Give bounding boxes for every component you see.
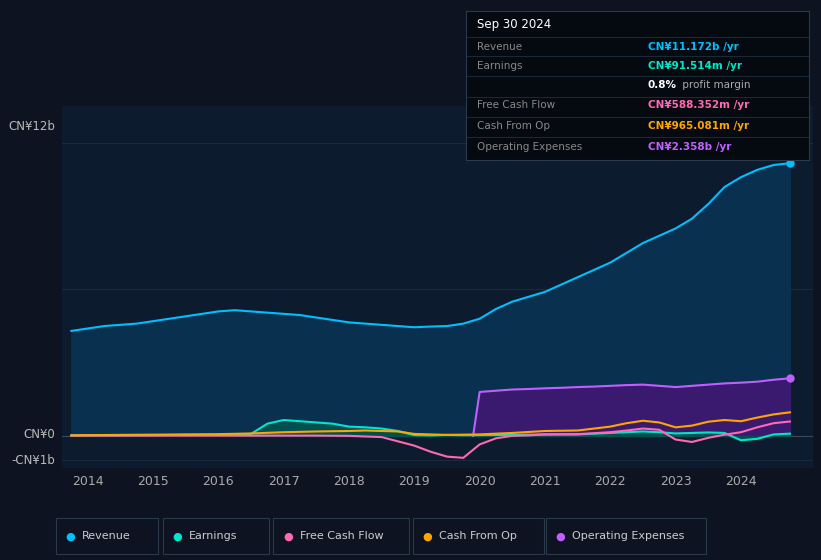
Text: Earnings: Earnings [189,531,237,541]
Text: ●: ● [283,531,293,541]
Text: ●: ● [556,531,566,541]
Text: ●: ● [423,531,433,541]
Text: CN¥12b: CN¥12b [8,119,55,133]
Text: CN¥965.081m /yr: CN¥965.081m /yr [648,121,749,131]
Text: Earnings: Earnings [477,61,522,71]
Text: Operating Expenses: Operating Expenses [477,142,582,152]
Text: -CN¥1b: -CN¥1b [11,454,55,467]
Text: CN¥588.352m /yr: CN¥588.352m /yr [648,100,749,110]
Text: ●: ● [172,531,182,541]
Text: CN¥0: CN¥0 [23,427,55,441]
Text: Operating Expenses: Operating Expenses [572,531,685,541]
Text: profit margin: profit margin [679,81,750,90]
Text: CN¥91.514m /yr: CN¥91.514m /yr [648,61,742,71]
Text: Cash From Op: Cash From Op [439,531,517,541]
Text: CN¥2.358b /yr: CN¥2.358b /yr [648,142,732,152]
Text: CN¥11.172b /yr: CN¥11.172b /yr [648,42,739,52]
Text: Cash From Op: Cash From Op [477,121,549,131]
Text: Sep 30 2024: Sep 30 2024 [477,18,551,31]
Text: Free Cash Flow: Free Cash Flow [300,531,383,541]
Text: Revenue: Revenue [82,531,131,541]
Text: 0.8%: 0.8% [648,81,677,90]
Text: Revenue: Revenue [477,42,521,52]
Text: Free Cash Flow: Free Cash Flow [477,100,555,110]
Text: ●: ● [66,531,76,541]
